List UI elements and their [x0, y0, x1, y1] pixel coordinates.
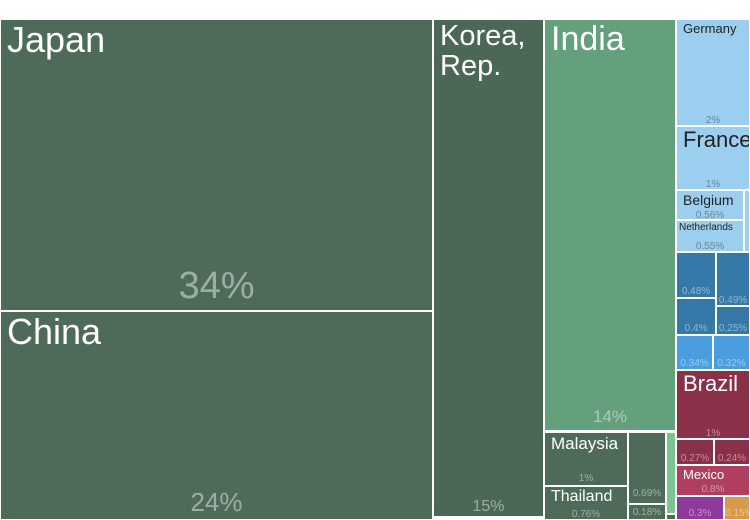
treemap-cell-other-small-2: 0.15%: [724, 496, 750, 520]
treemap-cell-brazil: Brazil 1%: [676, 370, 750, 439]
treemap-cell-germany: Germany 2%: [676, 19, 750, 126]
cell-share-label: 0.56%: [695, 210, 725, 220]
treemap-cell-europe-mid-4: 0.25%: [716, 306, 750, 335]
treemap-cell-belgium: Belgium 0.56%: [676, 190, 744, 220]
cell-share-label: 0.8%: [701, 484, 725, 495]
cell-share-label: 0.25%: [718, 323, 748, 334]
cell-label: Brazil: [683, 371, 739, 396]
treemap-cell-india: India 14%: [544, 19, 676, 431]
cell-share-label: 0.24%: [717, 453, 747, 464]
cell-label: Germany: [683, 21, 737, 36]
cell-share-label: 0.69%: [632, 488, 662, 499]
cell-share-label: 34%: [178, 265, 255, 307]
cell-share-label: 24%: [190, 487, 243, 517]
treemap-cell-asia-small-1: 0.69%: [628, 432, 666, 504]
cell-share-label: 0.76%: [571, 509, 601, 520]
cell-share-label: 2%: [705, 115, 721, 126]
treemap-cell-france: France 1%: [676, 126, 750, 190]
cell-share-label: 0.49%: [718, 295, 748, 306]
treemap-cell-europe-mid-5: 0.34%: [676, 335, 713, 370]
cell-share-label: 0.15%: [725, 508, 749, 519]
cell-label: Thailand: [551, 488, 613, 505]
cell-share-label: 1%: [705, 179, 721, 190]
cell-share-label: 0.32%: [717, 358, 746, 369]
cell-share-label: 1%: [705, 428, 721, 439]
treemap-cell-thailand: Thailand 0.76%: [544, 486, 628, 520]
cell-share-label: 0.18%: [632, 507, 662, 518]
treemap-cell-netherlands: Netherlands 0.55%: [676, 220, 744, 252]
treemap-cell-asia-small-2: 0.18%: [628, 504, 666, 520]
cell-share-label: 0.4%: [684, 323, 708, 334]
treemap-cell-other-small-1: 0.3%: [676, 496, 724, 520]
treemap-cell-americas-small-1: 0.27%: [676, 439, 714, 465]
treemap-cell-malaysia: Malaysia 1%: [544, 432, 628, 486]
treemap-cell-asia-small-4: [666, 514, 676, 520]
cell-label: China: [7, 311, 102, 352]
cell-share-label: 0.55%: [695, 241, 725, 252]
cell-label: Netherlands: [679, 222, 733, 233]
treemap-cell-mexico: Mexico 0.8%: [676, 465, 750, 496]
treemap-cell-europe-mid-1: 0.48%: [676, 252, 716, 298]
treemap-cell-europe-mid-2: 0.49%: [716, 252, 750, 306]
cell-share-label: 0.48%: [681, 286, 711, 297]
cell-label: Japan: [7, 19, 106, 60]
treemap-cell-china: China 24%: [0, 311, 433, 520]
cell-label: Malaysia: [551, 434, 619, 453]
cell-share-label: 1%: [578, 473, 594, 484]
cell-share-label: 14%: [592, 407, 628, 426]
cell-label: Korea, Rep.: [440, 20, 526, 82]
cell-share-label: 0.27%: [680, 453, 710, 464]
cell-share-label: 0.3%: [688, 508, 712, 519]
treemap-cell-japan: Japan 34%: [0, 19, 433, 311]
cell-label: France: [683, 127, 750, 152]
treemap-cell-americas-small-2: 0.24%: [714, 439, 750, 465]
treemap-cell-korea-rep: Korea, Rep. 15%: [433, 19, 544, 517]
treemap-cell-europe-mid-3: 0.4%: [676, 298, 716, 335]
cell-label: Mexico: [683, 467, 725, 482]
cell-label: India: [551, 20, 625, 58]
treemap-cell-asia-small-3: [666, 432, 676, 514]
cell-share-label: 15%: [472, 498, 505, 515]
cell-share-label: 0.34%: [680, 358, 709, 369]
treemap-cell-europe-small-1: [744, 190, 750, 252]
treemap-cell-europe-mid-6: 0.32%: [713, 335, 750, 370]
cell-label: Belgium: [683, 192, 734, 208]
